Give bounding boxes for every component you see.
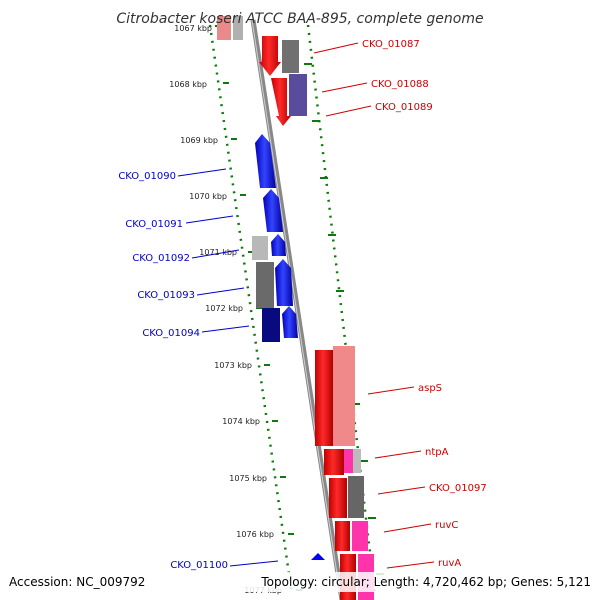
gene-label-cko-01090[interactable]: CKO_01090 [118, 171, 176, 182]
gene-label-cko-01092[interactable]: CKO_01092 [132, 253, 190, 264]
gene-cko-01094[interactable] [282, 306, 298, 338]
gene-top-faded-2 [233, 16, 243, 40]
kbp-label: 1067 kbp [174, 24, 212, 33]
gene-cko-01087[interactable] [259, 36, 281, 76]
gene-cko-01093[interactable] [275, 259, 293, 306]
kbp-label: 1068 kbp [169, 80, 207, 89]
gene-cko-01093-domain [256, 262, 274, 308]
accession-text: Accession: NC_009792 [9, 575, 145, 589]
gene-cko-01097[interactable] [329, 478, 347, 518]
kbp-labels: 1067 kbp 1068 kbp 1069 kbp 1070 kbp 1071… [169, 24, 282, 595]
gene-cko-01092-domain [252, 236, 268, 260]
gene-label-ruva[interactable]: ruvA [438, 558, 461, 569]
backbone-highlight [251, 19, 342, 600]
gene-label-cko-01089[interactable]: CKO_01089 [375, 102, 433, 113]
gene-label-cko-01091[interactable]: CKO_01091 [125, 219, 183, 230]
gene-label-cko-01094[interactable]: CKO_01094 [142, 328, 200, 339]
gene-ruvc[interactable] [335, 521, 350, 551]
kbp-label: 1071 kbp [199, 248, 237, 257]
kbp-label: 1076 kbp [236, 530, 274, 539]
gene-ntpa[interactable] [324, 449, 344, 475]
kbp-label: 1073 kbp [214, 361, 252, 370]
kbp-label: 1074 kbp [222, 417, 260, 426]
kbp-label: 1072 kbp [205, 304, 243, 313]
kbp-label: 1075 kbp [229, 474, 267, 483]
gene-cko-01087-domain [282, 40, 299, 73]
gene-label-cko-01093[interactable]: CKO_01093 [137, 290, 195, 301]
map-title: Citrobacter koseri ATCC BAA-895, complet… [116, 11, 483, 27]
genome-backbone [250, 19, 345, 600]
forward-gene-labels [313, 42, 435, 569]
gene-label-asps[interactable]: aspS [418, 383, 442, 394]
gene-label-cko-01100[interactable]: CKO_01100 [170, 560, 228, 571]
gene-cko-01097-domain [348, 476, 364, 518]
gene-label-cko-01097[interactable]: CKO_01097 [429, 483, 487, 494]
gene-cko-01100[interactable] [311, 553, 325, 560]
gene-label-ruvc[interactable]: ruvC [435, 520, 458, 531]
kbp-label: 1069 kbp [180, 136, 218, 145]
gene-cko-01091[interactable] [263, 189, 283, 232]
reverse-gene-labels [177, 168, 279, 567]
gene-label-ntpa[interactable]: ntpA [425, 447, 449, 458]
gene-asps[interactable] [315, 350, 333, 446]
gene-ruvc-domain [352, 521, 368, 551]
gene-ntpa-domain-2 [353, 449, 361, 473]
gene-cko-01090[interactable] [255, 134, 276, 188]
summary-text: Topology: circular; Length: 4,720,462 bp… [260, 575, 591, 589]
gene-cko-01088[interactable] [271, 78, 291, 126]
gene-asps-domain [333, 346, 355, 446]
gene-cko-01094-domain [262, 308, 280, 342]
gene-cko-01088-domain [289, 74, 307, 116]
gene-label-cko-01087[interactable]: CKO_01087 [362, 39, 420, 50]
gene-cko-01092[interactable] [271, 234, 286, 256]
gene-label-cko-01088[interactable]: CKO_01088 [371, 79, 429, 90]
gene-top-faded [217, 16, 231, 40]
kbp-label: 1070 kbp [189, 192, 227, 201]
footer-background [0, 572, 600, 592]
